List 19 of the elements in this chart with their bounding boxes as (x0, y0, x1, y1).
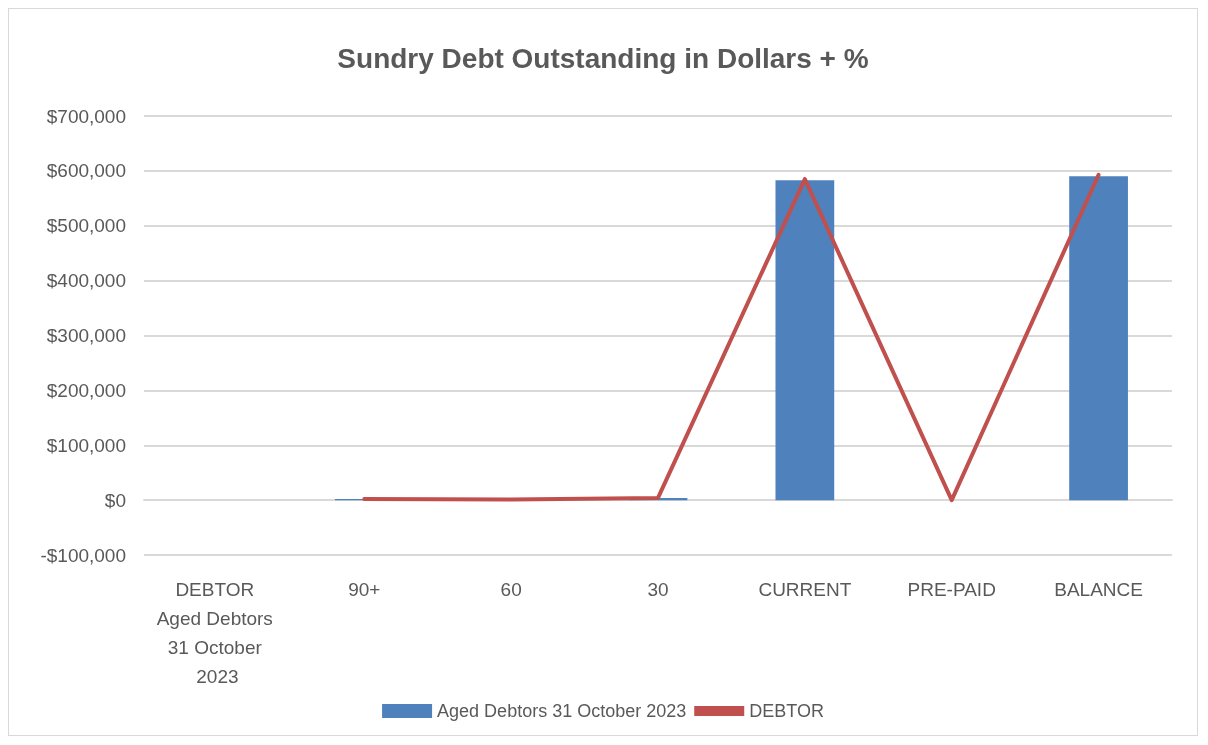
x-tick-label: 90+ (348, 579, 381, 600)
y-tick-label: $600,000 (46, 160, 126, 182)
chart-title: Sundry Debt Outstanding in Dollars + % (337, 42, 869, 74)
x-tick-label: PRE-PAID (907, 579, 996, 600)
y-tick-label: -$100,000 (40, 544, 126, 566)
x-tick-label: 30 (647, 579, 669, 600)
y-tick-label: $200,000 (46, 379, 126, 401)
legend-label: Aged Debtors 31 October 2023 (437, 701, 687, 721)
x-tick-label: BALANCE (1054, 579, 1143, 600)
legend-label: DEBTOR (749, 701, 824, 721)
y-tick-label: $300,000 (46, 325, 126, 346)
y-tick-label: $0 (104, 489, 126, 511)
y-tick-label: $500,000 (46, 215, 126, 237)
y-tick-label: $700,000 (46, 105, 126, 127)
y-tick-label: $400,000 (46, 270, 126, 292)
x-tick-label: DEBTOR Aged Debtors 31 October 2023 (156, 579, 279, 687)
x-tick-label: CURRENT (758, 579, 852, 600)
y-tick-label: $100,000 (46, 434, 126, 456)
x-tick-label: 60 (500, 579, 522, 600)
